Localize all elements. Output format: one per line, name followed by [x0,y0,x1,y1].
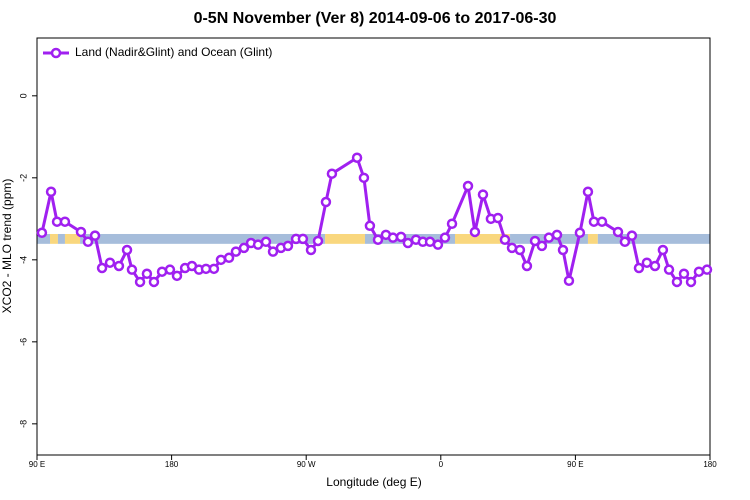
point [75,226,87,238]
point [121,244,133,256]
point [657,244,669,256]
point [113,260,125,272]
point [439,232,451,243]
point [282,240,294,252]
point [230,246,242,257]
point [469,226,481,238]
point [305,244,317,256]
point [36,227,48,239]
point [671,276,683,288]
point [326,168,338,179]
point [260,236,272,248]
y-tick-label: -2 [18,174,28,182]
surface-band [587,233,598,244]
point [148,276,160,288]
point [663,264,675,275]
point [536,240,548,252]
x-tick-label: 90 E [567,460,583,469]
point [492,212,504,224]
point [312,235,324,247]
y-tick-label: -6 [18,338,28,346]
point [164,264,176,275]
surface-band [37,233,51,244]
series-line [40,155,708,285]
point [626,230,638,241]
point [641,257,653,268]
point [387,232,399,243]
point [297,233,309,245]
point [141,268,153,280]
point [126,264,138,275]
point [96,262,108,274]
point [649,260,661,272]
point [45,186,57,198]
surface-band [64,233,81,244]
point [574,227,586,239]
surface-band [80,233,326,244]
x-tick-label: 180 [703,460,717,469]
y-tick-label: -4 [18,256,28,264]
point [588,216,600,227]
point [267,246,279,257]
point [551,229,563,241]
chart-title: 0-5N November (Ver 8) 2014-09-06 to 2017… [194,10,557,27]
surface-band [57,233,65,244]
point [596,216,608,227]
point [432,239,444,250]
point [693,266,705,277]
point [364,220,376,232]
point [633,262,645,274]
legend-label: Land (Nadir&Glint) and Ocean (Glint) [75,45,272,59]
point [402,237,414,249]
y-tick-label: 0 [18,93,28,98]
plot-frame [36,37,711,456]
surface-band [325,233,365,244]
point [238,242,250,254]
x-axis-label: Longitude (deg E) [326,475,421,489]
point [171,270,183,282]
point [612,226,624,238]
point [462,180,474,192]
point [82,236,94,248]
surface-band [455,233,511,244]
legend-marker [50,47,62,59]
point [678,268,690,280]
point [557,244,569,256]
point [208,263,220,275]
point [543,232,555,243]
point [395,231,407,243]
point [521,260,533,272]
surface-band [50,233,58,244]
point [372,234,384,245]
point [351,152,363,163]
surface-band [597,233,710,244]
point [358,172,370,184]
y-tick-label: -8 [18,420,28,428]
point [223,252,235,264]
point [529,235,541,247]
point [59,216,71,227]
point [134,276,146,288]
point [215,254,227,266]
point [320,196,332,208]
x-tick-label: 0 [439,460,444,469]
point [563,275,575,286]
point [619,236,631,248]
x-tick-label: 90 E [29,460,45,469]
point [89,230,101,241]
point [701,264,713,275]
point [499,234,511,245]
point [446,218,458,229]
point [477,189,489,200]
x-tick-label: 180 [165,460,179,469]
point [514,244,526,256]
y-axis-label: XCO2 - MLO trend (ppm) [0,179,14,314]
point [685,276,697,288]
point [104,257,116,268]
point [582,186,594,198]
x-tick-label: 90 W [297,460,316,469]
